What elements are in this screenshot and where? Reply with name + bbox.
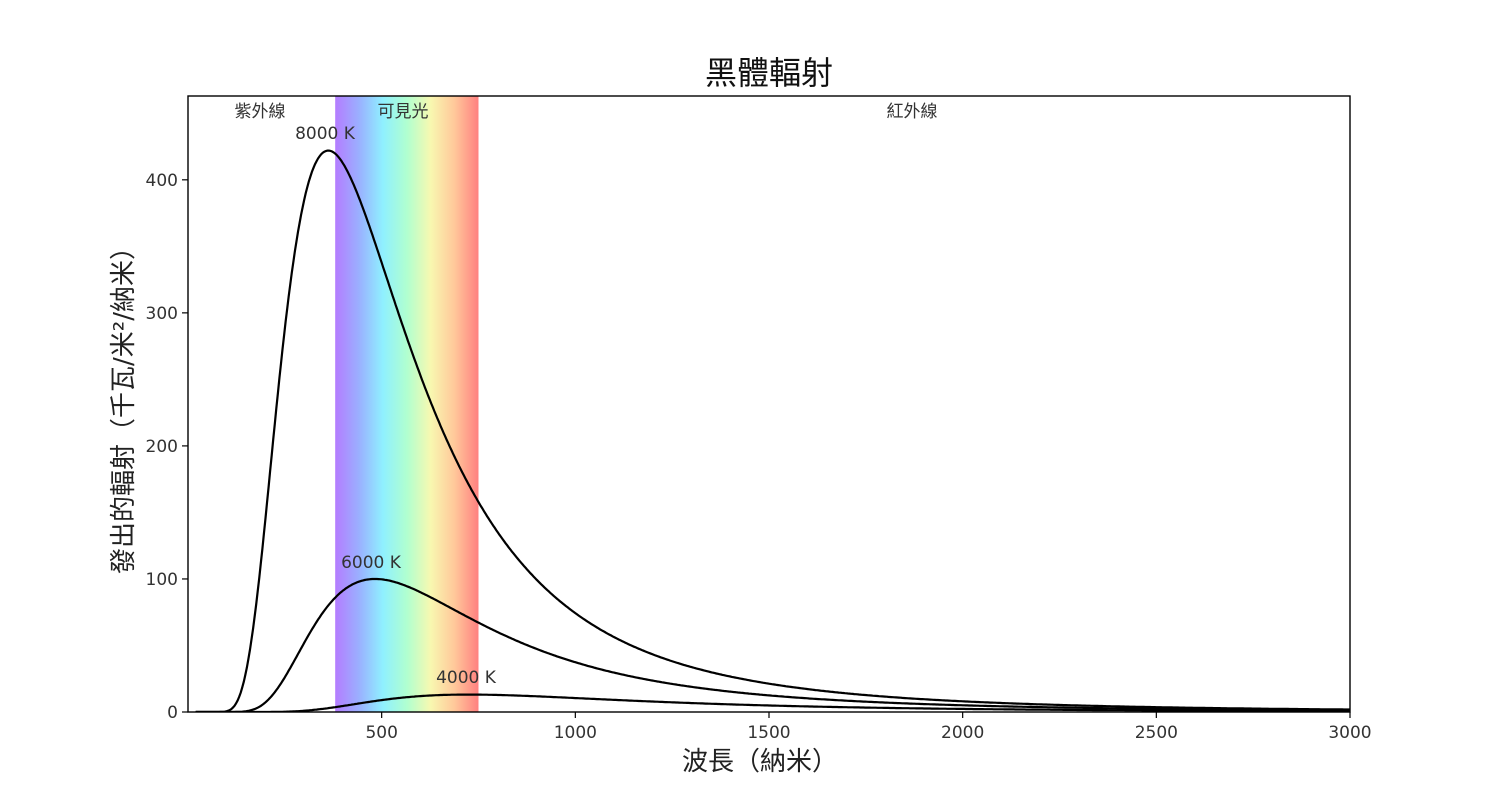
series-label-6000k: 6000 K (341, 553, 402, 573)
series-line-8000k (195, 149, 1350, 712)
x-tick-label: 500 (365, 723, 397, 743)
y-tick-label: 300 (146, 304, 178, 324)
x-tick-label: 2500 (1135, 723, 1178, 743)
series-line-6000k (195, 577, 1350, 712)
x-tick-label: 2000 (941, 723, 984, 743)
region-label: 紫外線 (235, 102, 286, 122)
y-tick-label: 200 (146, 437, 178, 457)
labels-layer: 紫外線 可見光 紅外線 8000 K 6000 K 4000 K (235, 102, 938, 688)
series-label-8000k: 8000 K (295, 124, 356, 144)
x-tick-label: 3000 (1328, 723, 1371, 743)
x-tick-label: 1000 (554, 723, 597, 743)
region-label: 紅外線 (887, 102, 938, 122)
visible-band (335, 96, 479, 712)
chart-title: 黑體輻射 (705, 54, 833, 92)
curves-layer (195, 149, 1350, 712)
y-axis-title: 發出的輻射（千瓦/米²/納米） (109, 234, 139, 574)
y-tick-label: 0 (167, 703, 178, 723)
y-axis: 0 100 200 300 400 (146, 171, 188, 723)
series-line-4000k (195, 693, 1350, 712)
regions-layer (335, 96, 479, 712)
series-label-4000k: 4000 K (436, 668, 497, 688)
x-tick-label: 1500 (747, 723, 790, 743)
x-axis-title: 波長（納米） (682, 747, 838, 777)
region-label: 可見光 (378, 102, 429, 122)
y-tick-label: 100 (146, 570, 178, 590)
y-tick-label: 400 (146, 171, 178, 191)
x-axis: 500 1000 1500 2000 2500 3000 (365, 712, 1372, 743)
